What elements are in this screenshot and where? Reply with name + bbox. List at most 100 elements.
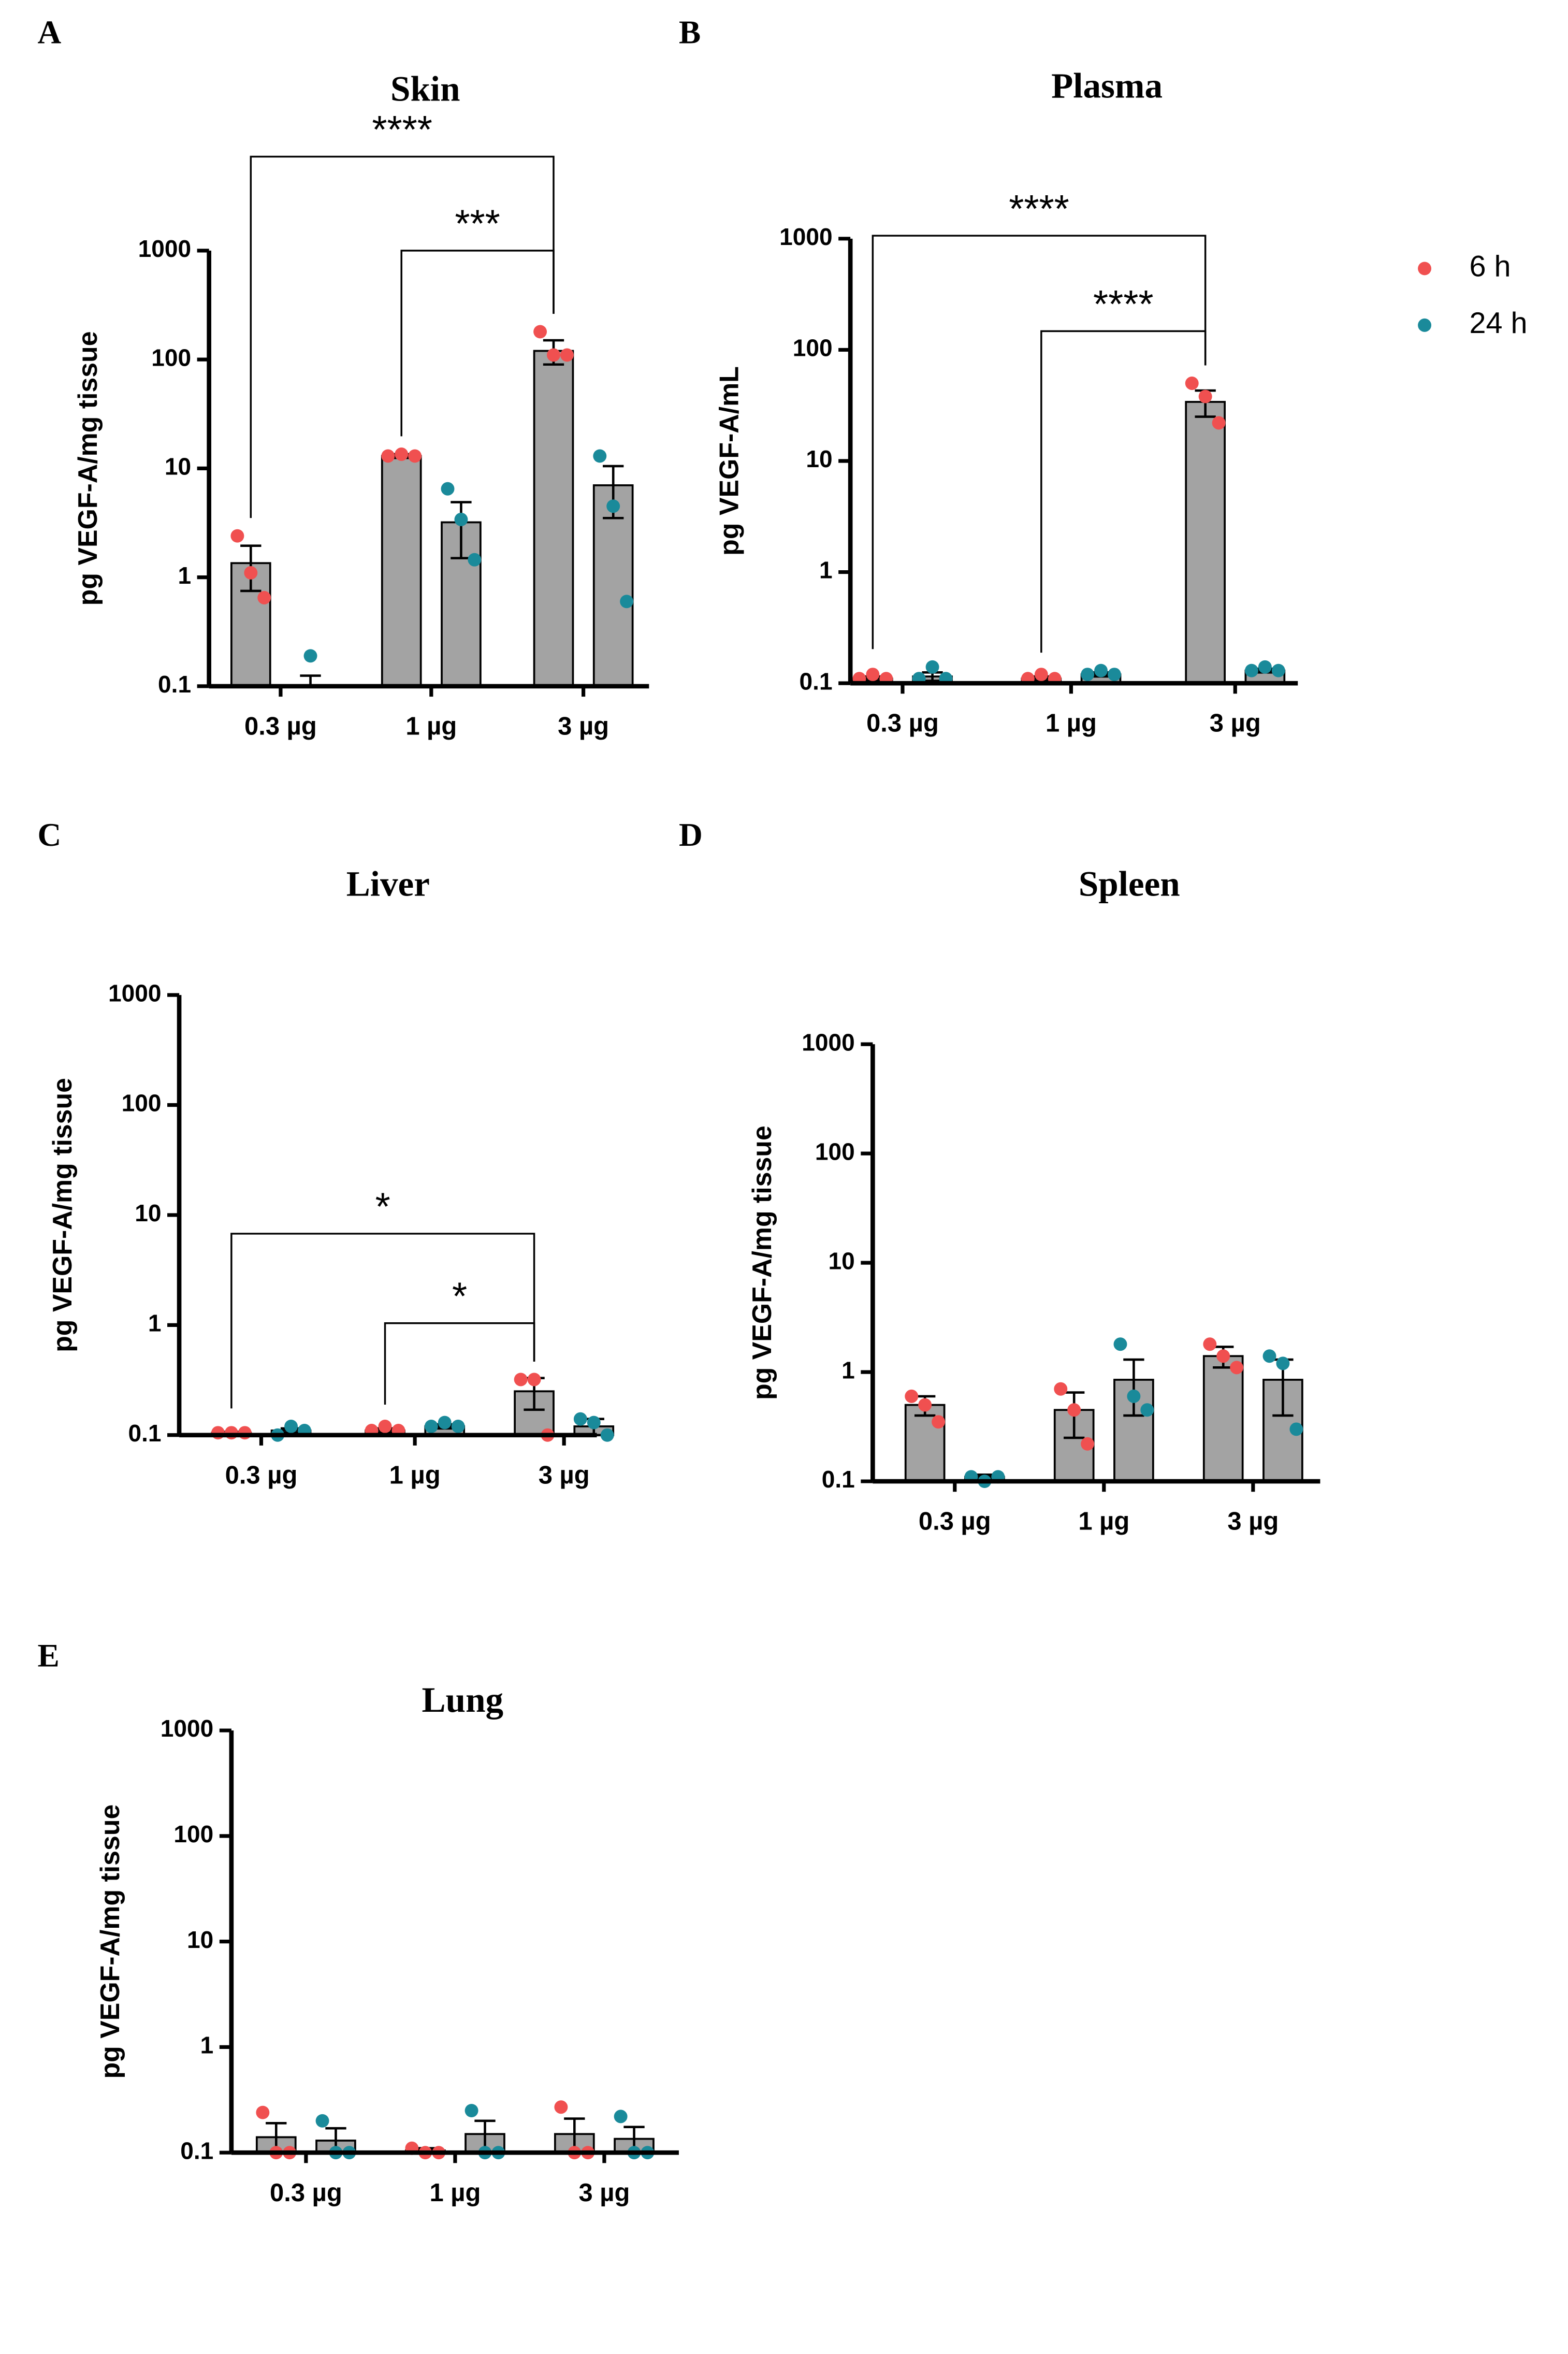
panel-letter: C xyxy=(37,817,61,853)
y-tick-label: 1000 xyxy=(108,979,162,1006)
bar xyxy=(1202,1355,1244,1482)
y-tick-label: 0.1 xyxy=(800,668,833,695)
y-tick-label: 100 xyxy=(122,1090,162,1117)
chart-title: Plasma xyxy=(1051,66,1163,106)
y-tick-label: 1 xyxy=(178,562,191,589)
data-point xyxy=(1054,1382,1068,1396)
significance-bracket xyxy=(400,250,555,437)
significance-bracket xyxy=(872,235,1207,649)
x-tick-label: 0.3 µg xyxy=(866,710,939,738)
data-point xyxy=(514,1373,528,1387)
y-tick-label: 100 xyxy=(793,335,833,362)
data-point xyxy=(1185,377,1199,390)
x-tick-label: 0.3 µg xyxy=(919,1508,991,1536)
data-point xyxy=(547,348,560,362)
x-tick-label: 0.3 µg xyxy=(225,1461,298,1489)
chart-title: Skin xyxy=(390,68,460,108)
data-point xyxy=(395,447,409,461)
significance-label: * xyxy=(452,1274,467,1318)
data-point xyxy=(1271,663,1285,677)
data-point xyxy=(560,348,574,362)
data-point xyxy=(451,1419,465,1433)
data-point xyxy=(1212,416,1226,430)
data-point xyxy=(438,1416,452,1429)
data-point xyxy=(238,1426,252,1440)
data-point xyxy=(1113,1337,1127,1351)
y-tick-label: 1 xyxy=(819,557,833,584)
y-tick-label: 1 xyxy=(148,1310,162,1337)
legend-marker xyxy=(1418,262,1432,276)
data-point xyxy=(593,449,607,463)
data-point xyxy=(1276,1356,1290,1370)
y-tick-label: 100 xyxy=(173,1821,213,1847)
x-tick-label: 1 µg xyxy=(405,712,457,740)
data-point xyxy=(1244,663,1258,677)
data-point xyxy=(918,1398,932,1412)
data-point xyxy=(573,1412,587,1426)
y-tick-label: 0.1 xyxy=(158,671,191,698)
data-point xyxy=(1258,660,1272,674)
y-tick-label: 1 xyxy=(841,1356,855,1383)
data-point xyxy=(1081,1437,1095,1451)
data-point xyxy=(1216,1349,1230,1363)
data-point xyxy=(614,2110,628,2124)
data-point xyxy=(1034,668,1048,682)
data-point xyxy=(1127,1389,1141,1403)
data-point xyxy=(211,1426,225,1440)
y-tick-label: 1000 xyxy=(779,223,833,250)
data-point xyxy=(1094,663,1108,677)
significance-bracket xyxy=(230,1233,535,1409)
data-point xyxy=(600,1428,614,1442)
y-tick-label: 1 xyxy=(200,2032,214,2059)
data-point xyxy=(1081,668,1095,682)
y-tick-label: 1000 xyxy=(802,1029,855,1056)
y-axis-label: pg VEGF-A/mg tissue xyxy=(72,331,103,605)
data-point xyxy=(424,1419,438,1433)
data-point xyxy=(244,566,258,580)
bar xyxy=(533,350,574,687)
bar xyxy=(1185,401,1226,685)
data-point xyxy=(527,1373,541,1387)
y-tick-label: 10 xyxy=(829,1247,855,1274)
data-point xyxy=(1289,1422,1303,1436)
y-tick-label: 1000 xyxy=(161,1715,214,1742)
x-tick-label: 0.3 µg xyxy=(270,2179,342,2207)
significance-label: **** xyxy=(1009,187,1069,230)
y-axis-label: pg VEGF-A/mg tissue xyxy=(747,1125,777,1400)
data-point xyxy=(1230,1361,1244,1375)
legend-marker xyxy=(1418,318,1432,332)
significance-bracket xyxy=(250,155,555,518)
x-tick-label: 3 µg xyxy=(578,2179,630,2207)
data-point xyxy=(606,499,620,513)
chart-title: Spleen xyxy=(1079,864,1180,904)
data-point xyxy=(587,1416,601,1429)
data-point xyxy=(381,449,395,463)
data-point xyxy=(1067,1403,1081,1417)
y-tick-label: 10 xyxy=(187,1926,213,1953)
x-tick-label: 1 µg xyxy=(389,1461,441,1489)
significance-label: **** xyxy=(372,108,432,151)
panel-letter: D xyxy=(679,817,703,853)
data-point xyxy=(1198,389,1212,403)
legend-label: 6 h xyxy=(1469,250,1511,283)
error-bar xyxy=(1123,1358,1144,1417)
legend-label: 24 h xyxy=(1469,307,1527,340)
x-tick-label: 0.3 µg xyxy=(244,712,317,740)
panel-letter: B xyxy=(679,15,701,51)
y-axis-label: pg VEGF-A/mL xyxy=(714,366,744,556)
y-tick-label: 0.1 xyxy=(128,1420,161,1447)
x-tick-label: 1 µg xyxy=(429,2179,481,2207)
data-point xyxy=(1262,1349,1276,1363)
data-point xyxy=(1203,1337,1217,1351)
data-point xyxy=(905,1389,919,1403)
y-axis-label: pg VEGF-A/mg tissue xyxy=(47,1078,77,1352)
y-tick-label: 100 xyxy=(151,344,191,371)
data-point xyxy=(230,529,244,543)
data-point xyxy=(408,449,422,463)
data-point xyxy=(378,1419,392,1433)
y-tick-label: 100 xyxy=(815,1138,855,1165)
data-point xyxy=(315,2114,329,2128)
data-point xyxy=(866,668,880,682)
panel-letter: A xyxy=(37,15,61,51)
